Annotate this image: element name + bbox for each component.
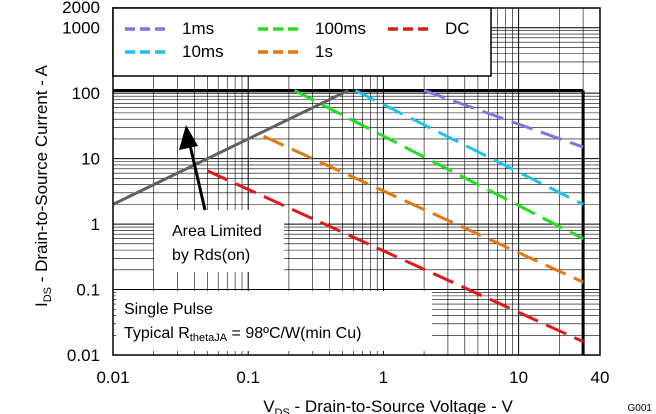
single-pulse-annotation: Single Pulse Typical RthetaJA = 98ºC/W(m… [116, 291, 432, 351]
y-tick-label: 1000 [62, 19, 100, 38]
series-line-10ms [354, 89, 584, 206]
y-tick-label: 2000 [62, 0, 100, 17]
series-group [112, 89, 584, 344]
figure-id: G001 [628, 403, 653, 414]
y-tick-label: 1 [91, 215, 100, 234]
area-limited-line1: Area Limited [172, 223, 262, 240]
legend: 1ms 10ms 100ms 1s DC [112, 7, 492, 77]
arrow-head [179, 125, 198, 150]
x-tick-labels: 0.01 0.1 1 10 40 [96, 368, 609, 387]
series-line-1s [262, 134, 584, 284]
series-line-1ms [423, 89, 584, 149]
x-tick-label: 40 [591, 368, 610, 387]
x-tick-label: 0.01 [96, 368, 129, 387]
legend-label-1s: 1s [315, 42, 333, 61]
series-line-100ms [293, 89, 584, 240]
series-line-rds-on-limit [112, 89, 349, 206]
area-limited-annotation: Area Limited by Rds(on) [154, 210, 284, 272]
single-pulse-box [116, 291, 432, 351]
legend-items: 1ms 10ms 100ms 1s DC [125, 19, 470, 61]
x-axis-label: VDS - Drain-to-Source Voltage - V [263, 397, 513, 414]
y-axis-label: IDS - Drain-to-Source Current - A [32, 64, 54, 307]
x-tick-label: 1 [379, 368, 388, 387]
legend-box [112, 7, 492, 77]
x-tick-label: 10 [509, 368, 528, 387]
single-pulse-line2: Typical RthetaJA = 98ºC/W(min Cu) [124, 325, 361, 344]
area-limited-line2: by Rds(on) [172, 247, 250, 264]
x-tick-label: 0.1 [236, 368, 260, 387]
arrow-shaft [188, 144, 207, 211]
y-tick-label: 10 [81, 150, 100, 169]
y-tick-labels: 0.01 0.1 1 10 100 1000 2000 [62, 0, 100, 365]
legend-label-1ms: 1ms [182, 19, 214, 38]
arrow [179, 125, 207, 211]
y-tick-label: 0.1 [76, 281, 100, 300]
series-line-dc [206, 169, 584, 344]
y-tick-label: 0.01 [67, 346, 100, 365]
legend-label-100ms: 100ms [315, 19, 366, 38]
y-tick-label: 100 [72, 84, 100, 103]
legend-label-dc: DC [445, 19, 470, 38]
area-limited-box [154, 210, 284, 272]
legend-label-10ms: 10ms [182, 42, 224, 61]
single-pulse-line1: Single Pulse [124, 301, 213, 318]
